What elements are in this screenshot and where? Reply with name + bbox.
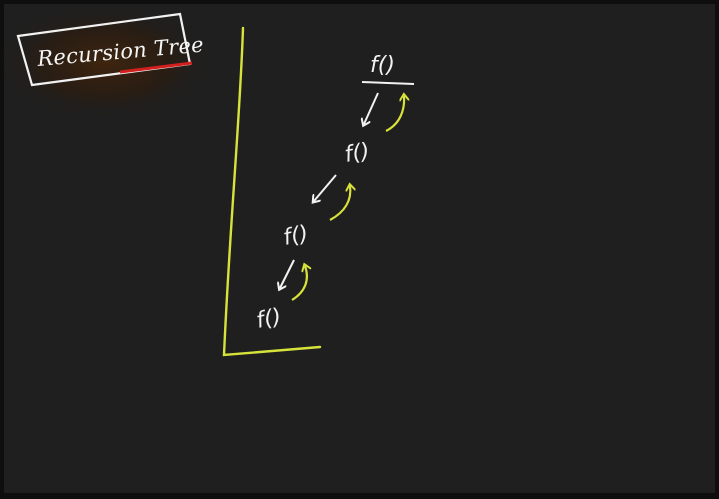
title-glow: [0, 4, 215, 120]
call-node-4: f(): [254, 304, 284, 334]
down-arrow-2: [314, 174, 337, 201]
stack-axis: [222, 26, 322, 357]
call-node-2: f(): [343, 139, 372, 168]
return-arrow-1: [385, 96, 404, 132]
call-node-3: f(): [281, 221, 311, 251]
call-label: f(): [281, 221, 311, 251]
call-underline: [361, 81, 415, 85]
down-arrow-1: [364, 92, 379, 124]
return-arrow-3: [291, 266, 307, 301]
title-underline: [119, 61, 193, 74]
call-label: f(): [370, 53, 395, 78]
title-box: Recursion Tree: [0, 4, 215, 120]
down-arrow-3: [280, 259, 295, 288]
call-label: f(): [254, 304, 284, 334]
return-arrow-2: [329, 186, 350, 221]
call-label: f(): [343, 139, 372, 168]
call-node-1: f(): [361, 53, 415, 85]
